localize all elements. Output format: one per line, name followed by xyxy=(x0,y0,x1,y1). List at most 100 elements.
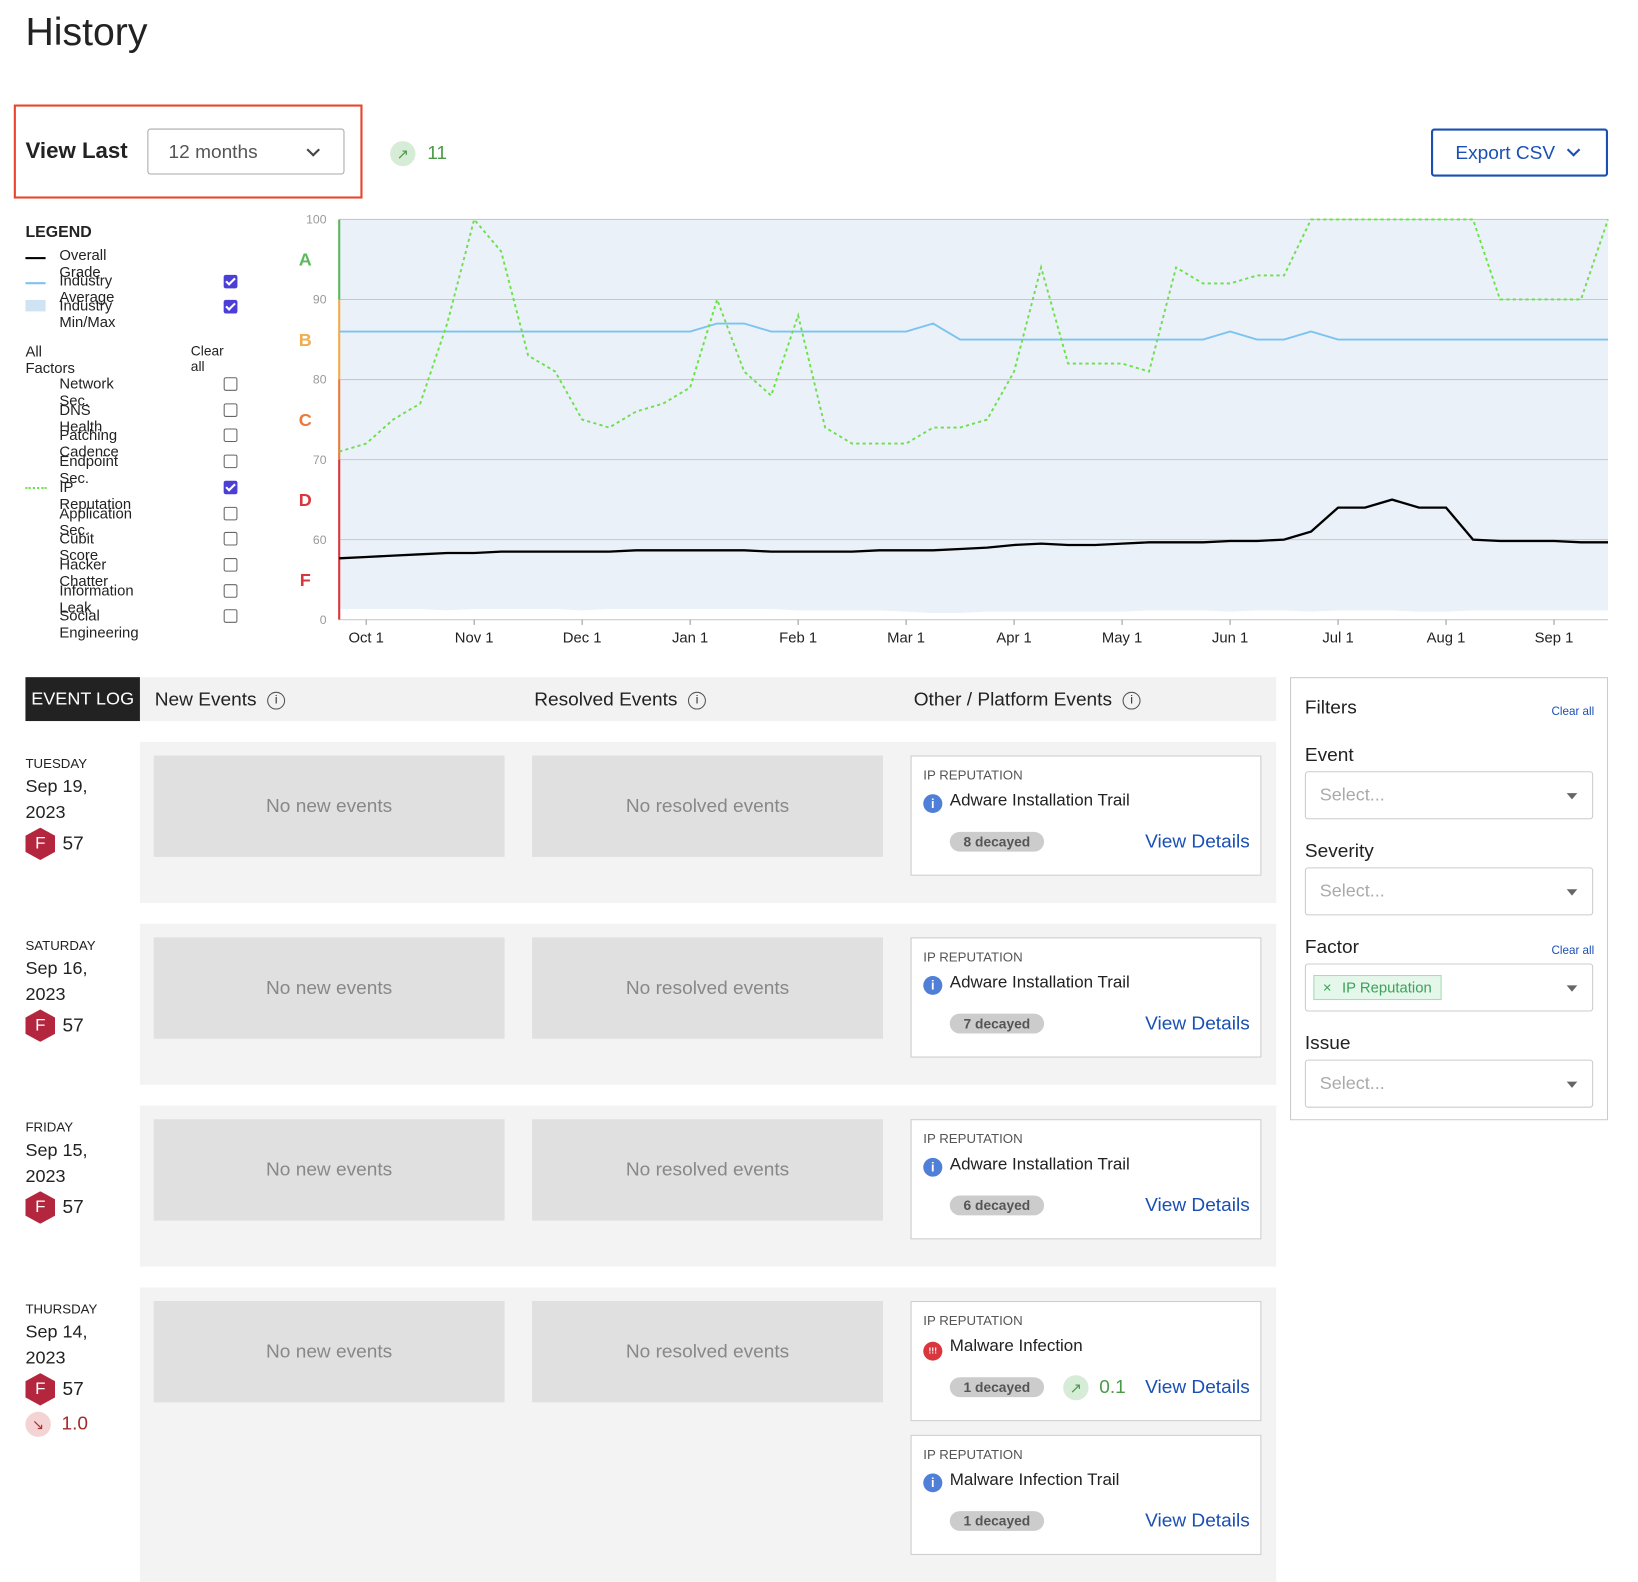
event-card: IP REPUTATION i Adware Installation Trail 8… xyxy=(910,755,1262,876)
view-details[interactable]: View Details xyxy=(1145,1510,1250,1531)
checkbox[interactable] xyxy=(223,403,238,417)
decayed: 1 decayed xyxy=(949,1377,1044,1398)
clear-all[interactable]: Clear all xyxy=(1551,705,1595,718)
grade-label: B xyxy=(299,330,312,350)
day-body: No new events No resolved events IP REPUTA… xyxy=(139,741,1277,903)
checkbox[interactable] xyxy=(223,274,238,288)
view-details[interactable]: View Details xyxy=(1145,1376,1250,1398)
score: 57 xyxy=(62,1014,84,1036)
grade-badge: F xyxy=(25,1373,56,1406)
no-new: No new events xyxy=(153,1119,505,1221)
factor: IP REPUTATION xyxy=(923,1447,1023,1462)
grade-label: C xyxy=(299,410,312,430)
series-line xyxy=(339,498,1609,560)
weekday: FRIDAY xyxy=(25,1120,74,1135)
legend-item: Industry Min/Max xyxy=(59,296,116,331)
placeholder: Select... xyxy=(1319,880,1385,901)
grade: F 57 xyxy=(25,1191,139,1224)
date: Sep 19, 2023 xyxy=(25,776,88,823)
x-tick-label: Sep 1 xyxy=(1535,631,1574,647)
factor-label: Endpoint Sec. xyxy=(59,452,118,487)
event-trend: ↗ 0.1 xyxy=(1063,1375,1126,1401)
severity-icon: i xyxy=(923,794,943,814)
clear-all[interactable]: Clear all xyxy=(1551,944,1595,958)
legend-title: LEGEND xyxy=(25,223,92,242)
filter-select[interactable]: × IP Reputation xyxy=(1304,963,1594,1012)
export-button[interactable]: Export CSV xyxy=(1430,128,1609,177)
checkbox[interactable] xyxy=(223,609,238,624)
checkbox[interactable] xyxy=(223,532,238,546)
view-details[interactable]: View Details xyxy=(1145,1194,1250,1216)
grade: F 57 xyxy=(25,827,139,861)
y-tick-label: 80 xyxy=(313,373,327,387)
decayed: 1 decayed xyxy=(949,1511,1044,1531)
event-card: IP REPUTATION i Adware Installation Trail 6… xyxy=(910,1119,1262,1240)
up-icon: ↗ xyxy=(1063,1375,1089,1401)
day-info: SATURDAY Sep 16, 2023 F 57 xyxy=(25,924,139,1085)
filters-title: Filters xyxy=(1304,697,1357,718)
checkbox[interactable] xyxy=(223,480,238,495)
filter-select[interactable]: Select... xyxy=(1304,771,1594,820)
factor: IP REPUTATION xyxy=(923,1313,1023,1329)
page-title: History xyxy=(25,10,148,54)
factor: IP REPUTATION xyxy=(923,949,1023,965)
x-tick-label: Jan 1 xyxy=(672,631,708,647)
event-title: i Adware Installation Trail xyxy=(923,1156,1248,1177)
checkbox[interactable] xyxy=(223,583,238,598)
filter-select[interactable]: Select... xyxy=(1304,1059,1594,1108)
series-line xyxy=(339,322,1609,341)
checkbox[interactable] xyxy=(223,377,238,391)
date: Sep 14, 2023 xyxy=(25,1321,88,1368)
checkbox[interactable] xyxy=(223,557,238,572)
view-details[interactable]: View Details xyxy=(1145,1012,1250,1034)
y-tick-label: 70 xyxy=(313,453,327,467)
highlight-box xyxy=(13,104,363,199)
x-tick-label: Oct 1 xyxy=(348,631,383,647)
column-header: Other / Platform Events xyxy=(914,689,1141,711)
range-dropdown[interactable]: 12 months xyxy=(147,128,345,175)
clear-all[interactable]: Clear all xyxy=(190,342,224,375)
min-max-band xyxy=(339,219,1609,614)
day-body: No new events No resolved events IP REPUTA… xyxy=(139,923,1277,1085)
decayed: 7 decayed xyxy=(949,1013,1044,1034)
series-line xyxy=(338,217,1609,453)
export-label: Export CSV xyxy=(1455,142,1556,164)
title: Adware Installation Trail xyxy=(949,1155,1130,1174)
x-tick-label: Jun 1 xyxy=(1212,631,1248,647)
filter-select[interactable]: Select... xyxy=(1304,867,1594,916)
events: IP REPUTATION i Adware Installation Trail 6… xyxy=(910,1119,1262,1253)
day-body: No new events No resolved events IP REPUTA… xyxy=(139,1287,1277,1582)
view-last-label: View Last xyxy=(25,138,128,164)
day-body: No new events No resolved events IP REPUTA… xyxy=(139,1105,1277,1267)
view-details[interactable]: View Details xyxy=(1145,830,1250,852)
trend-value: 11 xyxy=(427,142,448,164)
score: 57 xyxy=(62,832,84,854)
legend-item: Industry Average xyxy=(59,271,115,305)
grade: F 57 xyxy=(25,1009,139,1042)
title: Adware Installation Trail xyxy=(949,792,1130,810)
no-new: No new events xyxy=(153,1301,505,1403)
x-tick-label: Apr 1 xyxy=(996,631,1031,647)
day-info: THURSDAY Sep 14, 2023 F 57 ↘ 1.0 xyxy=(25,1287,139,1582)
checkbox[interactable] xyxy=(223,506,238,520)
factor-label: Information Leak xyxy=(59,581,134,616)
event-log: EVENT LOG New Events Resolved Events Other … xyxy=(25,677,1277,1582)
decayed: 8 decayed xyxy=(949,831,1044,852)
grade: F 57 xyxy=(25,1373,139,1406)
x-tick-label: Jul 1 xyxy=(1322,631,1353,647)
filter-label: Event xyxy=(1304,744,1354,765)
checkbox[interactable] xyxy=(223,428,238,443)
no-new: No new events xyxy=(153,755,505,857)
event-title: i Malware Infection Trail xyxy=(923,1471,1248,1493)
legend-item: Overall Grade xyxy=(59,246,107,281)
checkbox[interactable] xyxy=(223,299,238,314)
checkbox[interactable] xyxy=(223,454,238,469)
date: Sep 15, 2023 xyxy=(25,1140,88,1187)
factor-label: Patching Cadence xyxy=(59,426,119,461)
date: Sep 16, 2023 xyxy=(25,958,88,1005)
day-row: THURSDAY Sep 14, 2023 F 57 ↘ 1.0 No new events… xyxy=(25,1287,1277,1582)
y-tick-label: 90 xyxy=(313,293,327,307)
grade-badge: F xyxy=(25,1191,56,1224)
no-resolved: No resolved events xyxy=(532,937,883,1039)
